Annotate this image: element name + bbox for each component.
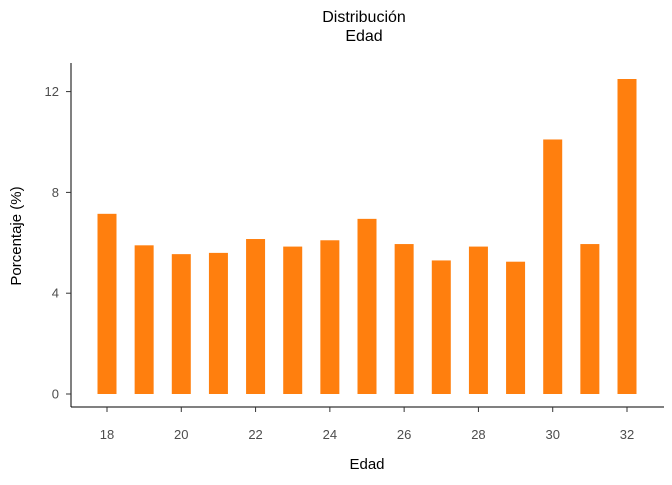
y-axis-title: Porcentaje (%) [8,186,25,285]
x-tick-label-18: 18 [100,427,114,442]
x-tick-label-30: 30 [545,427,559,442]
x-tick-label-24: 24 [323,427,337,442]
bar-31 [580,244,600,394]
bar-18 [97,213,117,394]
chart-title-line-1: Distribución [322,9,406,26]
chart-title: Distribución Edad [322,9,406,45]
x-tick-label-26: 26 [397,427,411,442]
bar-27 [431,260,451,394]
axes-group [70,63,664,408]
x-tick-label-22: 22 [248,427,262,442]
bar-20 [171,254,191,394]
x-tick-label-32: 32 [620,427,634,442]
bar-26 [394,244,414,394]
y-ticks: 0 4 8 12 [45,84,71,402]
bar-30 [543,139,563,394]
bar-23 [283,246,303,394]
y-tick-label-4: 4 [52,286,59,301]
bar-29 [506,261,526,394]
bar-21 [208,252,228,394]
chart-title-line-2: Edad [345,28,382,45]
x-tick-label-20: 20 [174,427,188,442]
y-tick-label-0: 0 [52,387,59,402]
y-tick-label-12: 12 [45,84,59,99]
bar-28 [468,246,488,394]
bar-32 [617,79,637,394]
bar-19 [134,245,154,394]
y-tick-label-8: 8 [52,185,59,200]
x-tick-label-28: 28 [471,427,485,442]
bars-group [97,79,637,394]
bar-24 [320,240,340,394]
x-axis-title: Edad [349,456,384,473]
x-ticks: 18 20 22 24 26 28 30 32 [100,407,634,442]
bar-25 [357,218,377,394]
bar-22 [246,239,266,394]
